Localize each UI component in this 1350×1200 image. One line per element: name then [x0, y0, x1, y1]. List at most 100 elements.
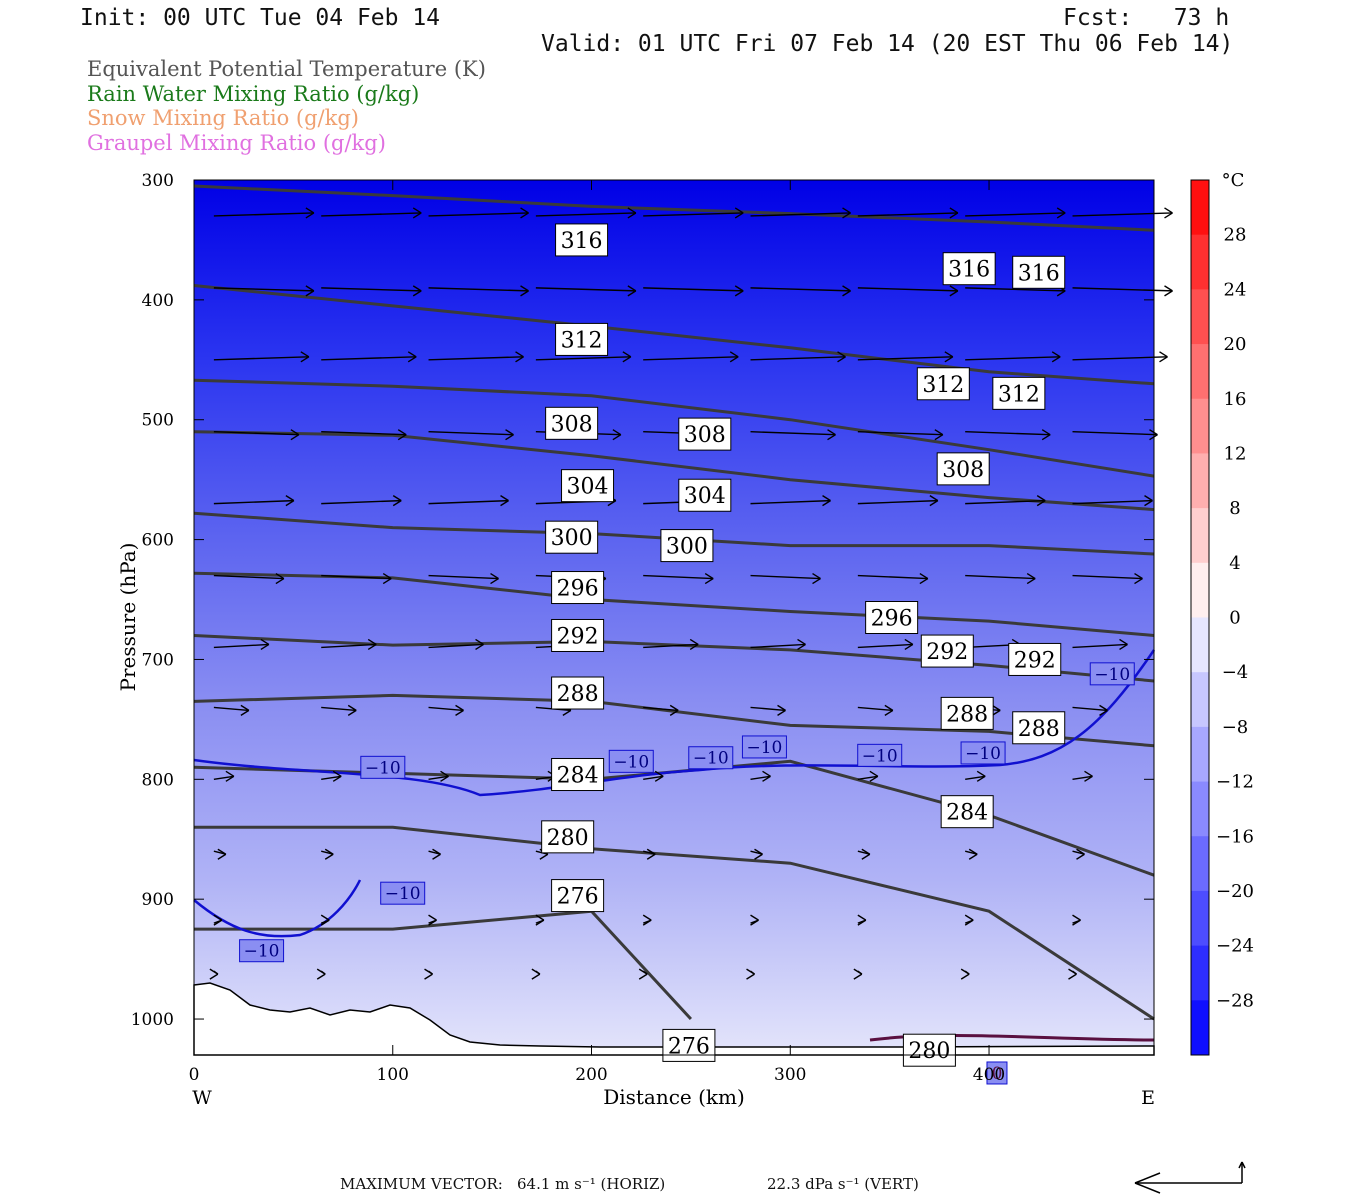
- wind-vector-head: [490, 572, 499, 580]
- max-vector-vert: 22.3 dPa s⁻¹ (VERT): [767, 1175, 919, 1193]
- isotherm-zero: [869, 1034, 1155, 1042]
- colorbar-tick-label: 0: [1229, 608, 1240, 629]
- wind-vector: [321, 574, 392, 580]
- wind-vector-head: [225, 770, 235, 777]
- contour-label-box: [992, 376, 1046, 410]
- colorbar-segment: [1191, 180, 1209, 236]
- init-time: Init: 00 UTC Tue 04 Feb 14: [80, 5, 441, 31]
- wind-vector-head: [1164, 212, 1173, 219]
- colorbar-segment: [1191, 1000, 1209, 1056]
- contour-label-296: 296: [557, 577, 599, 602]
- contour-label-284: 284: [557, 764, 599, 789]
- colorbar-segment: [1191, 562, 1209, 618]
- wind-vector-head: [638, 968, 648, 975]
- wind-vector-head: [209, 973, 219, 980]
- wind-vector-head: [1159, 356, 1168, 363]
- contour-label-300: 300: [551, 526, 593, 551]
- wind-vector-head: [1134, 572, 1143, 580]
- x-end-right: E: [1141, 1087, 1155, 1109]
- wind-vector: [321, 706, 357, 712]
- colorbar-segment: [1191, 289, 1209, 345]
- contour-label-box: [902, 1033, 956, 1067]
- wind-vector-head: [646, 848, 656, 855]
- colorbar: °C 28 24 20 16 12 8 4 0 −4 −8 −12 −16 −20 −24 −28: [1190, 170, 1254, 1056]
- wind-vector-head: [949, 285, 959, 292]
- wind-vector-head: [531, 968, 541, 975]
- wind-vector-head: [535, 919, 545, 926]
- y-tick-label: 500: [142, 411, 174, 431]
- wind-vector: [1072, 356, 1168, 361]
- wind-vector-head: [412, 207, 422, 214]
- wind-vector-head: [746, 968, 755, 975]
- wind-vector-head: [1026, 572, 1036, 580]
- wind-vector: [213, 499, 294, 505]
- contour-label-box: [940, 795, 994, 829]
- wind-vector-head: [1036, 495, 1046, 502]
- wind-vector-head: [884, 709, 894, 716]
- wind-vector-head: [1036, 500, 1046, 507]
- wind-vector: [213, 574, 284, 580]
- wind-vector: [321, 356, 417, 361]
- wind-vector-head: [535, 914, 545, 921]
- wind-vector: [750, 775, 771, 781]
- wind-vector: [857, 499, 938, 505]
- wind-vector: [1072, 287, 1173, 292]
- wind-vector-head: [622, 356, 632, 363]
- contour-label-box: [865, 601, 919, 634]
- wind-vector: [1072, 499, 1153, 505]
- wind-vector-head: [729, 356, 739, 363]
- wind-vector: [428, 356, 524, 361]
- wind-vector-head: [812, 577, 821, 585]
- wind-vector-head: [842, 285, 851, 292]
- wind-vector: [857, 431, 943, 436]
- contour-label-276: 276: [668, 1034, 710, 1059]
- wind-vector: [965, 431, 1051, 436]
- colorbar-tick-label: −4: [1222, 662, 1249, 683]
- wind-vector-head: [934, 429, 944, 436]
- contour-label-316: 316: [561, 229, 603, 254]
- wind-vector-head: [290, 429, 300, 436]
- wind-vector: [857, 643, 913, 649]
- contour-label-312: 312: [998, 382, 1040, 407]
- wind-vector-head: [607, 500, 617, 507]
- wind-vector: [857, 775, 878, 781]
- colorbar-tick-label: 20: [1224, 334, 1247, 355]
- wind-vector-head: [754, 853, 763, 860]
- wind-vector-head: [320, 919, 330, 926]
- x-tick-label: 300: [774, 1065, 806, 1085]
- colorbar-segment: [1191, 836, 1209, 892]
- wind-vector-head: [209, 968, 219, 975]
- wind-vector-head: [627, 207, 637, 214]
- wind-vector: [643, 287, 744, 292]
- wind-vector-head: [490, 577, 499, 585]
- wind-vector-head: [332, 770, 342, 777]
- wind-vector-head: [904, 643, 914, 651]
- wind-vector: [643, 212, 744, 217]
- colorbar-tick-label: −16: [1216, 826, 1254, 847]
- contour-label-box: [551, 618, 605, 652]
- contour-label-308: 308: [684, 423, 726, 448]
- y-axis-title: Pressure (hPa): [116, 543, 140, 692]
- wind-vector: [857, 356, 953, 361]
- x-tick-label: 100: [377, 1065, 409, 1085]
- wind-vector-head: [869, 770, 879, 777]
- wind-vector-head: [424, 973, 433, 980]
- isotherm-minus10-lower: [193, 879, 362, 938]
- isotherm-label-box: [380, 881, 426, 905]
- wind-vector: [643, 706, 679, 712]
- wind-vector-head: [750, 919, 759, 926]
- wind-vector-head: [305, 290, 315, 297]
- wind-vector: [213, 287, 314, 292]
- wind-vector-head: [949, 290, 959, 297]
- wind-vector: [321, 212, 422, 217]
- colorbar-segment: [1191, 508, 1209, 564]
- wind-vector: [643, 643, 699, 649]
- wind-vector-head: [842, 212, 851, 219]
- colorbar-tick-label: −28: [1216, 990, 1254, 1011]
- wind-vector-head: [1119, 643, 1128, 651]
- wind-vector: [965, 775, 986, 781]
- contour-label-288: 288: [557, 682, 599, 707]
- contour-label-box: [660, 529, 714, 563]
- colorbar-frame: [1190, 179, 1210, 1056]
- wind-vector-head: [505, 434, 514, 441]
